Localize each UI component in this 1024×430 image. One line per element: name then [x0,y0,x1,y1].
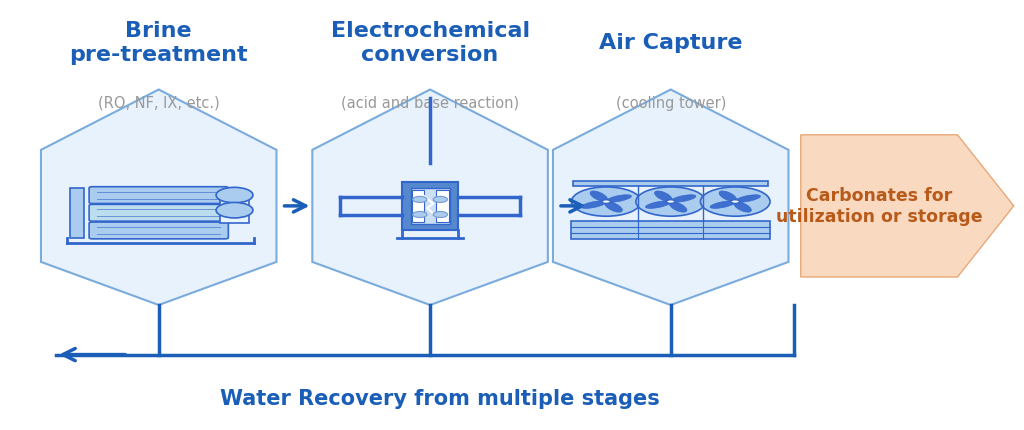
Text: Carbonates for
utilization or storage: Carbonates for utilization or storage [776,187,982,226]
Ellipse shape [590,191,607,202]
FancyBboxPatch shape [89,187,228,204]
FancyBboxPatch shape [70,188,84,238]
FancyBboxPatch shape [436,190,449,223]
Ellipse shape [645,202,671,209]
Circle shape [667,200,675,204]
FancyBboxPatch shape [411,188,450,224]
Circle shape [413,212,427,218]
Circle shape [602,200,610,204]
Ellipse shape [581,202,606,209]
Circle shape [571,187,641,217]
Ellipse shape [654,191,672,202]
Circle shape [731,200,739,204]
Ellipse shape [734,202,752,213]
Text: Water Recovery from multiple stages: Water Recovery from multiple stages [220,388,660,408]
FancyBboxPatch shape [89,205,228,222]
FancyBboxPatch shape [89,223,228,239]
Polygon shape [553,90,788,305]
Text: Brine
pre-treatment: Brine pre-treatment [70,22,248,64]
Ellipse shape [719,191,736,202]
Text: (acid and base reaction): (acid and base reaction) [341,96,519,111]
Circle shape [636,187,706,217]
Ellipse shape [605,202,623,213]
Circle shape [433,197,447,203]
Text: (RO, NF, IX, etc.): (RO, NF, IX, etc.) [98,96,219,111]
Ellipse shape [710,202,735,209]
Text: Air Capture: Air Capture [599,33,742,53]
Polygon shape [801,135,1014,277]
FancyBboxPatch shape [573,182,768,187]
Circle shape [216,203,253,218]
FancyBboxPatch shape [220,194,249,224]
Polygon shape [312,90,548,305]
Text: Electrochemical
conversion: Electrochemical conversion [331,22,529,64]
Circle shape [413,197,427,203]
Circle shape [700,187,770,217]
FancyBboxPatch shape [571,222,770,239]
Circle shape [216,188,253,203]
Ellipse shape [670,202,687,213]
Polygon shape [41,90,276,305]
Circle shape [433,212,447,218]
Text: (cooling tower): (cooling tower) [615,96,726,111]
FancyBboxPatch shape [401,183,458,230]
Ellipse shape [606,195,632,203]
Ellipse shape [671,195,696,203]
FancyBboxPatch shape [412,190,424,223]
Ellipse shape [735,195,761,203]
